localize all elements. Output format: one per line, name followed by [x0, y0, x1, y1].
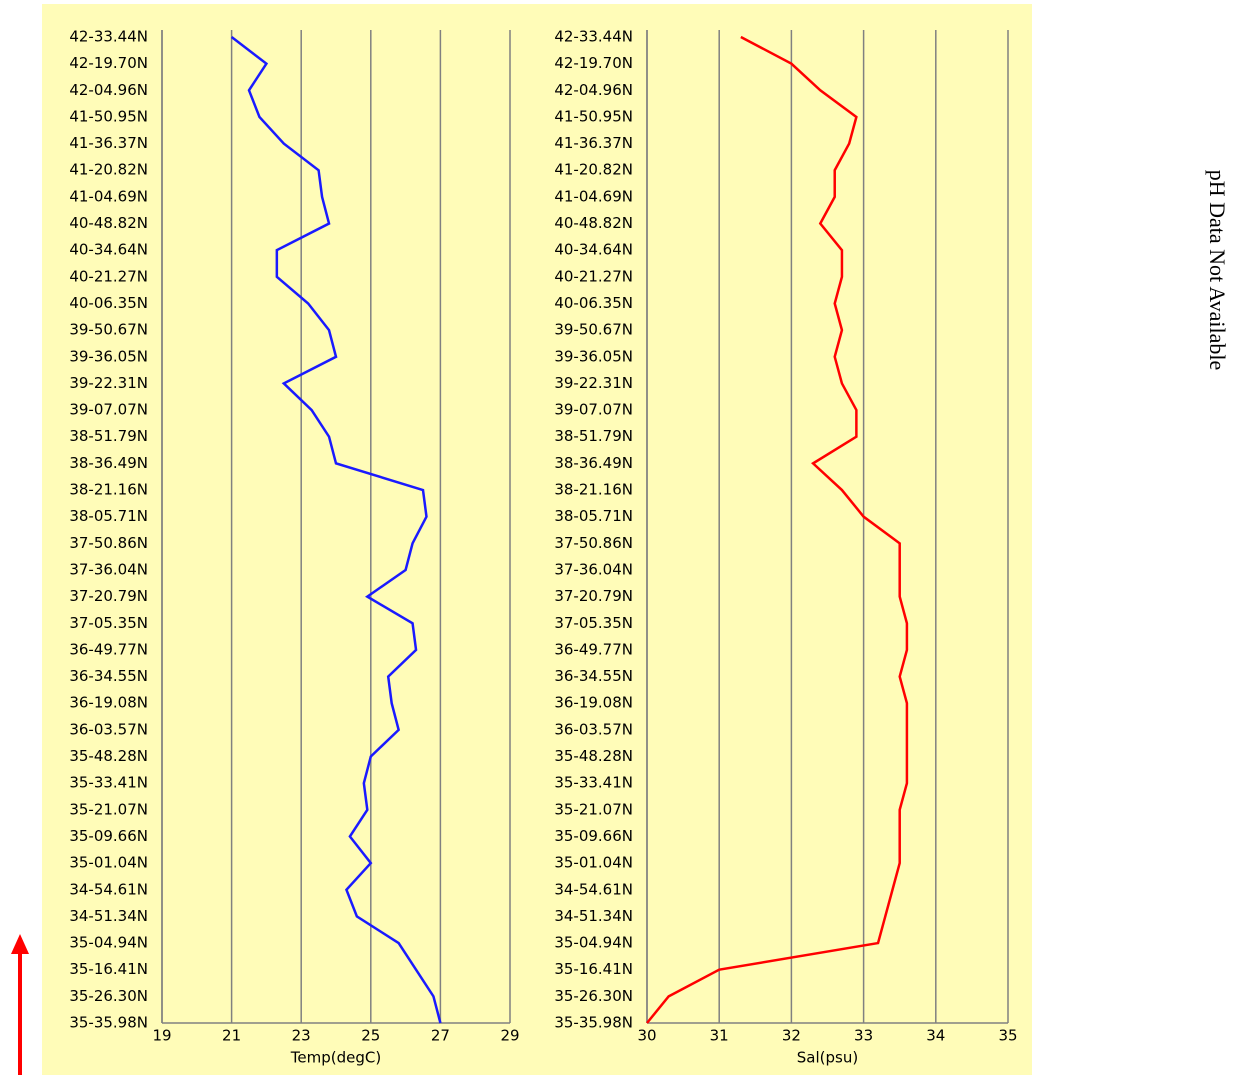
y-tick-label: 36-19.08N — [69, 694, 148, 712]
y-tick-label: 34-54.61N — [554, 880, 633, 898]
x-tick-label: 21 — [222, 1027, 241, 1045]
y-tick-label: 42-04.96N — [554, 81, 633, 99]
y-tick-label: 40-34.64N — [554, 241, 633, 259]
y-tick-label: 40-34.64N — [69, 241, 148, 259]
x-tick-label: 30 — [637, 1027, 656, 1045]
x-tick-label: 29 — [500, 1027, 519, 1045]
y-tick-label: 37-36.04N — [69, 560, 148, 578]
x-tick-label: 35 — [998, 1027, 1017, 1045]
y-tick-label: 37-36.04N — [554, 560, 633, 578]
x-tick-label: 25 — [361, 1027, 380, 1045]
y-tick-label: 40-21.27N — [69, 267, 148, 285]
x-tick-label: 31 — [710, 1027, 729, 1045]
y-tick-label: 42-04.96N — [69, 81, 148, 99]
y-tick-label: 41-36.37N — [554, 134, 633, 152]
y-tick-label: 35-21.07N — [69, 800, 148, 818]
y-tick-label: 35-04.94N — [69, 934, 148, 952]
y-tick-label: 34-51.34N — [554, 907, 633, 925]
y-tick-label: 39-50.67N — [69, 321, 148, 339]
x-axis-title: Temp(degC) — [290, 1049, 381, 1067]
y-tick-label: 39-07.07N — [69, 401, 148, 419]
y-tick-label: 41-04.69N — [554, 187, 633, 205]
y-tick-label: 36-03.57N — [554, 720, 633, 738]
y-tick-label: 35-26.30N — [554, 987, 633, 1005]
y-tick-label: 40-48.82N — [69, 214, 148, 232]
y-tick-label: 36-49.77N — [69, 640, 148, 658]
y-tick-label: 36-34.55N — [554, 667, 633, 685]
y-tick-label: 40-21.27N — [554, 267, 633, 285]
y-tick-label: 39-36.05N — [554, 347, 633, 365]
y-tick-label: 37-20.79N — [69, 587, 148, 605]
y-tick-label: 39-22.31N — [69, 374, 148, 392]
y-tick-label: 35-01.04N — [69, 854, 148, 872]
y-tick-label: 40-06.35N — [554, 294, 633, 312]
y-tick-label: 42-33.44N — [554, 28, 633, 46]
y-tick-label: 35-33.41N — [69, 774, 148, 792]
y-tick-label: 40-06.35N — [69, 294, 148, 312]
x-tick-label: 32 — [782, 1027, 801, 1045]
y-tick-label: 35-21.07N — [554, 800, 633, 818]
y-tick-label: 36-19.08N — [554, 694, 633, 712]
y-tick-label: 41-50.95N — [554, 107, 633, 125]
y-tick-label: 36-03.57N — [69, 720, 148, 738]
y-tick-label: 38-51.79N — [554, 427, 633, 445]
y-tick-label: 41-04.69N — [69, 187, 148, 205]
y-tick-label: 40-48.82N — [554, 214, 633, 232]
y-tick-label: 35-16.41N — [69, 960, 148, 978]
y-tick-label: 39-07.07N — [554, 401, 633, 419]
y-tick-label: 41-36.37N — [69, 134, 148, 152]
y-tick-label: 41-50.95N — [69, 107, 148, 125]
y-tick-label: 39-22.31N — [554, 374, 633, 392]
y-tick-label: 36-34.55N — [69, 667, 148, 685]
y-tick-label: 39-50.67N — [554, 321, 633, 339]
y-tick-label: 38-36.49N — [69, 454, 148, 472]
y-tick-label: 35-48.28N — [69, 747, 148, 765]
x-tick-label: 23 — [292, 1027, 311, 1045]
y-tick-label: 35-04.94N — [554, 934, 633, 952]
data-line — [646, 35, 909, 1024]
y-tick-label: 38-51.79N — [69, 427, 148, 445]
data-line — [230, 36, 442, 1024]
y-tick-label: 38-05.71N — [554, 507, 633, 525]
y-tick-label: 35-09.66N — [69, 827, 148, 845]
y-tick-label: 35-35.98N — [554, 1014, 633, 1032]
y-tick-label: 38-21.16N — [69, 481, 148, 499]
y-tick-label: 42-33.44N — [69, 28, 148, 46]
annotation: pH Data Not Available — [1205, 170, 1230, 371]
x-axis-title: Sal(psu) — [797, 1049, 858, 1067]
y-tick-label: 35-01.04N — [554, 854, 633, 872]
y-tick-label: 39-36.05N — [69, 347, 148, 365]
y-tick-label: 38-36.49N — [554, 454, 633, 472]
x-tick-label: 33 — [854, 1027, 873, 1045]
y-tick-label: 42-19.70N — [554, 54, 633, 72]
y-tick-label: 37-05.35N — [554, 614, 633, 632]
y-tick-label: 36-49.77N — [554, 640, 633, 658]
arrow-head — [11, 934, 29, 954]
background — [42, 4, 1032, 1075]
x-tick-label: 27 — [431, 1027, 450, 1045]
y-tick-label: 37-50.86N — [69, 534, 148, 552]
y-tick-label: 34-51.34N — [69, 907, 148, 925]
y-tick-label: 35-26.30N — [69, 987, 148, 1005]
x-tick-label: 19 — [152, 1027, 171, 1045]
y-tick-label: 35-35.98N — [69, 1014, 148, 1032]
y-tick-label: 37-50.86N — [554, 534, 633, 552]
y-tick-label: 34-54.61N — [69, 880, 148, 898]
y-tick-label: 35-48.28N — [554, 747, 633, 765]
y-tick-label: 42-19.70N — [69, 54, 148, 72]
y-tick-label: 37-20.79N — [554, 587, 633, 605]
y-tick-label: 35-09.66N — [554, 827, 633, 845]
y-tick-label: 38-21.16N — [554, 481, 633, 499]
y-tick-label: 41-20.82N — [554, 161, 633, 179]
y-tick-label: 37-05.35N — [69, 614, 148, 632]
y-tick-label: 35-16.41N — [554, 960, 633, 978]
y-tick-label: 38-05.71N — [69, 507, 148, 525]
y-tick-label: 41-20.82N — [69, 161, 148, 179]
x-tick-label: 34 — [926, 1027, 945, 1045]
y-tick-label: 35-33.41N — [554, 774, 633, 792]
